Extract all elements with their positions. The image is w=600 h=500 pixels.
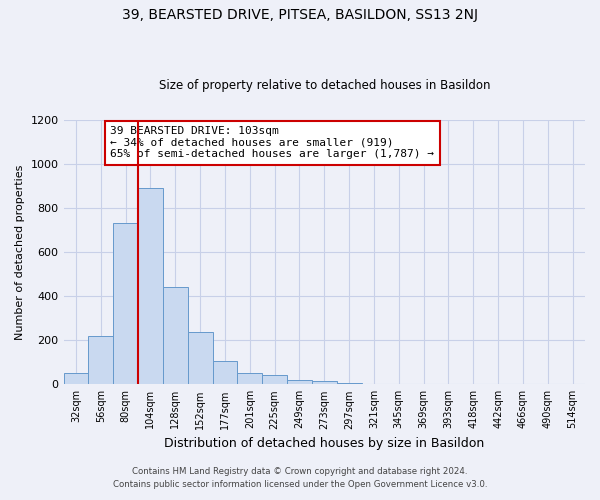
Bar — [113, 223, 138, 384]
Bar — [262, 376, 287, 384]
Bar — [88, 336, 113, 384]
X-axis label: Distribution of detached houses by size in Basildon: Distribution of detached houses by size … — [164, 437, 484, 450]
Text: 39 BEARSTED DRIVE: 103sqm
← 34% of detached houses are smaller (919)
65% of semi: 39 BEARSTED DRIVE: 103sqm ← 34% of detac… — [110, 126, 434, 160]
Y-axis label: Number of detached properties: Number of detached properties — [15, 164, 25, 340]
Bar — [312, 381, 337, 384]
Text: 39, BEARSTED DRIVE, PITSEA, BASILDON, SS13 2NJ: 39, BEARSTED DRIVE, PITSEA, BASILDON, SS… — [122, 8, 478, 22]
Bar — [238, 374, 262, 384]
Title: Size of property relative to detached houses in Basildon: Size of property relative to detached ho… — [158, 79, 490, 92]
Bar — [188, 332, 212, 384]
Bar — [163, 287, 188, 384]
Bar — [287, 380, 312, 384]
Text: Contains HM Land Registry data © Crown copyright and database right 2024.
Contai: Contains HM Land Registry data © Crown c… — [113, 468, 487, 489]
Bar — [64, 374, 88, 384]
Bar — [138, 188, 163, 384]
Bar — [337, 383, 362, 384]
Bar — [212, 361, 238, 384]
